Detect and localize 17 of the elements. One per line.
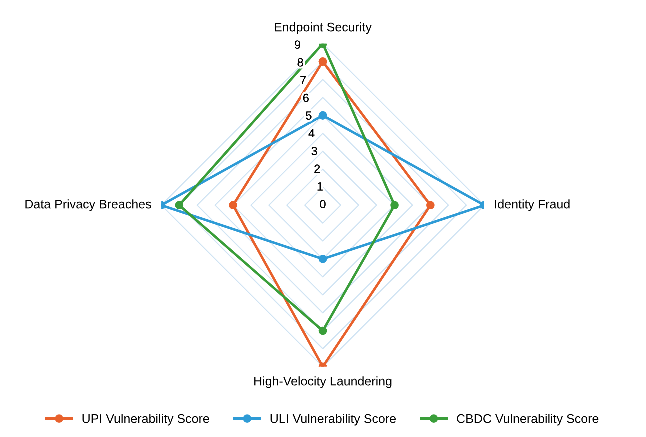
spoke-label: Identity Fraud [495,200,570,212]
spoke-label: High-Velocity Laundering [254,376,392,388]
y-tick-label: 9 [295,40,300,50]
y-tick-label: 6 [303,94,309,102]
spoke-label: Data Privacy Breaches [26,200,152,212]
y-tick-label: 2 [314,164,320,173]
y-tick-label: 3 [312,147,318,156]
y-tick-label: 5 [306,112,312,120]
legend-label: ULI Vulnerability Score [270,414,396,426]
y-tick-label: 8 [298,58,304,67]
y-tick-label: 1 [318,182,323,191]
spoke-label: Endpoint Security [275,22,372,34]
legend-label: CBDC Vulnerability Score [457,414,599,426]
y-tick-label: 0 [320,200,326,209]
y-tick-label: 7 [300,76,306,84]
y-tick-label: 4 [308,129,315,138]
legend-label: UPI Vulnerability Score [82,414,210,426]
